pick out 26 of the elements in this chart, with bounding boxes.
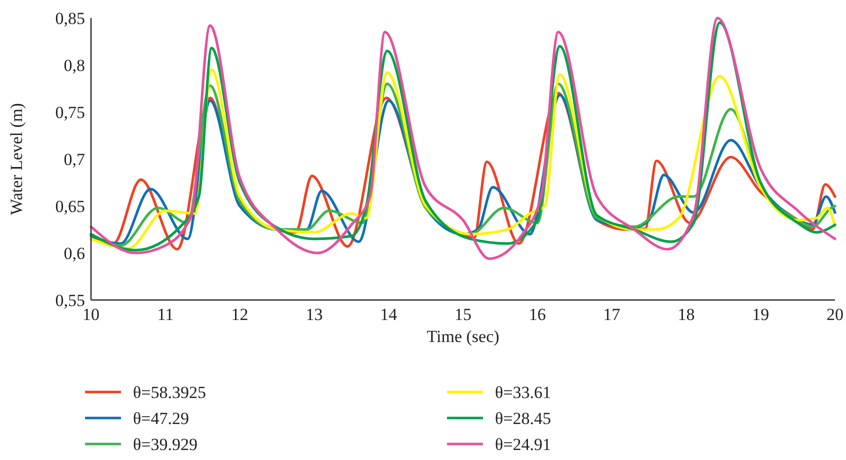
x-tick-label: 11 bbox=[157, 305, 174, 324]
x-tick-label: 12 bbox=[231, 305, 248, 324]
y-tick-label: 0,75 bbox=[55, 102, 85, 122]
x-tick-label: 20 bbox=[826, 305, 844, 324]
y-tick-label: 0,7 bbox=[64, 150, 86, 169]
x-tick-label: 13 bbox=[306, 305, 323, 324]
x-tick-label: 10 bbox=[82, 305, 100, 324]
legend-label: θ=58.3925 bbox=[133, 382, 206, 402]
legend-label: θ=39.929 bbox=[133, 434, 198, 454]
x-tick-label: 16 bbox=[528, 305, 546, 324]
legend-label: θ=47.29 bbox=[133, 408, 189, 428]
y-tick-label: 0,85 bbox=[55, 8, 85, 28]
x-tick-label: 17 bbox=[603, 305, 621, 324]
x-tick-label: 18 bbox=[678, 305, 695, 324]
x-tick-label: 14 bbox=[380, 305, 398, 324]
y-tick-label: 0,8 bbox=[64, 56, 85, 75]
x-tick-label: 15 bbox=[454, 305, 472, 324]
y-tick-label: 0,6 bbox=[64, 244, 85, 263]
y-tick-label: 0,55 bbox=[55, 290, 85, 310]
x-tick-label: 19 bbox=[752, 305, 770, 324]
y-axis-title: Water Level (m) bbox=[7, 103, 26, 215]
y-tick-label: 0,65 bbox=[55, 196, 85, 216]
legend-label: θ=28.45 bbox=[495, 408, 551, 428]
legend-label: θ=24.91 bbox=[495, 434, 551, 454]
legend-label: θ=33.61 bbox=[495, 382, 551, 402]
x-axis-title: Time (sec) bbox=[426, 327, 500, 346]
